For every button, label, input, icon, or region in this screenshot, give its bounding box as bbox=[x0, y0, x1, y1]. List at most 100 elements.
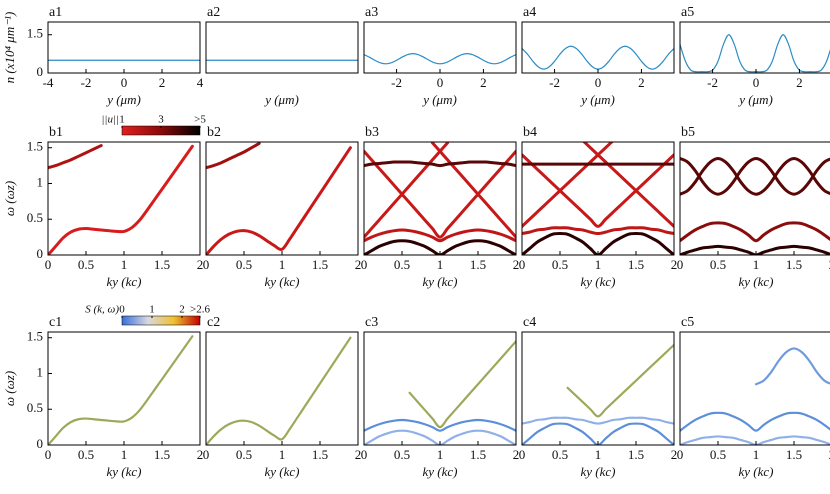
axes-frame bbox=[205, 331, 359, 446]
plot-area bbox=[680, 347, 830, 445]
curve bbox=[566, 343, 674, 418]
x-tick-label: 1.5 bbox=[154, 257, 170, 272]
curve bbox=[522, 226, 674, 236]
curve bbox=[206, 336, 352, 445]
y-axis-label: ω (ωz) bbox=[2, 371, 17, 406]
curve bbox=[522, 416, 674, 425]
colorbar-label: S (k, ω) bbox=[85, 304, 119, 316]
x-tick-label: 1 bbox=[753, 447, 760, 462]
x-tick-label: 1.5 bbox=[628, 447, 644, 462]
curve bbox=[680, 34, 830, 73]
plot-area bbox=[522, 343, 674, 445]
curve bbox=[364, 228, 516, 243]
curve bbox=[364, 160, 516, 168]
y-tick-label: 0.5 bbox=[27, 400, 43, 415]
y-tick-label: 0 bbox=[37, 64, 44, 79]
panel-label: b5 bbox=[681, 125, 695, 140]
x-tick-label: -4 bbox=[43, 75, 54, 90]
curve bbox=[522, 45, 674, 70]
x-tick-label: -2 bbox=[81, 75, 92, 90]
colorbar bbox=[121, 315, 201, 326]
x-axis-label: y (μm) bbox=[263, 92, 299, 107]
x-tick-label: 2 bbox=[197, 447, 204, 462]
x-tick-label: 4 bbox=[197, 75, 204, 90]
plot-area bbox=[364, 53, 516, 65]
x-tick-label: 2 bbox=[197, 257, 204, 272]
panel-label: a2 bbox=[207, 5, 220, 20]
y-tick-label: 0.5 bbox=[27, 210, 43, 225]
y-tick-label: 1.5 bbox=[27, 139, 43, 154]
x-tick-label: 2 bbox=[671, 257, 678, 272]
curve bbox=[364, 429, 516, 445]
x-axis-label: ky (kc) bbox=[423, 464, 458, 479]
x-tick-label: 0.5 bbox=[710, 257, 726, 272]
x-tick-label: 2 bbox=[671, 447, 678, 462]
x-tick-label: 1.5 bbox=[470, 447, 486, 462]
x-tick-label: 0.5 bbox=[78, 257, 94, 272]
x-tick-label: 0 bbox=[45, 257, 52, 272]
x-tick-label: 0.5 bbox=[236, 447, 252, 462]
axes-frame bbox=[679, 21, 830, 74]
x-tick-label: 1 bbox=[121, 257, 128, 272]
x-axis-label: y (μm) bbox=[737, 92, 773, 107]
x-axis-label: ky (kc) bbox=[107, 464, 142, 479]
plot-area bbox=[680, 156, 830, 255]
x-tick-label: 0.5 bbox=[710, 447, 726, 462]
x-tick-label: 1.5 bbox=[312, 447, 328, 462]
x-tick-label: 1 bbox=[595, 257, 602, 272]
plot-area bbox=[48, 335, 194, 445]
panel-label: c2 bbox=[207, 315, 220, 330]
axes-frame bbox=[205, 21, 359, 74]
axes-frame bbox=[47, 331, 201, 446]
curve bbox=[754, 347, 830, 386]
curve bbox=[206, 142, 261, 170]
colorbar-tick-label: 3 bbox=[158, 114, 164, 126]
panel-label: b2 bbox=[207, 125, 221, 140]
axes-frame bbox=[521, 21, 675, 74]
x-tick-label: 1.5 bbox=[786, 257, 802, 272]
axes-frame bbox=[679, 331, 830, 446]
panel-label: b3 bbox=[365, 125, 379, 140]
x-tick-label: 0 bbox=[753, 75, 760, 90]
curve bbox=[680, 411, 830, 432]
curve bbox=[430, 142, 516, 239]
curve bbox=[48, 335, 194, 445]
panel-label: a3 bbox=[365, 5, 378, 20]
curve bbox=[680, 435, 830, 445]
curve bbox=[364, 418, 516, 432]
x-tick-label: 1 bbox=[753, 257, 760, 272]
x-tick-label: 2 bbox=[513, 257, 520, 272]
x-tick-label: 1.5 bbox=[312, 257, 328, 272]
plot-area bbox=[522, 45, 674, 70]
curve bbox=[364, 149, 516, 239]
curve bbox=[680, 156, 830, 196]
plot-area bbox=[522, 142, 674, 255]
curve bbox=[522, 142, 614, 228]
x-tick-label: 2 bbox=[829, 447, 830, 462]
panel-label: c4 bbox=[523, 315, 536, 330]
colorbar-label: ||u|| bbox=[101, 114, 119, 126]
x-tick-label: 0 bbox=[121, 75, 128, 90]
x-tick-label: 1.5 bbox=[154, 447, 170, 462]
y-tick-label: 1.5 bbox=[27, 329, 43, 344]
plot-area bbox=[206, 336, 352, 445]
x-tick-label: -2 bbox=[391, 75, 402, 90]
x-axis-label: ky (kc) bbox=[739, 464, 774, 479]
colorbar-tick-label: 2 bbox=[179, 304, 185, 316]
x-tick-label: 1 bbox=[121, 447, 128, 462]
x-tick-label: 0 bbox=[519, 257, 526, 272]
colorbar-tick-label: 1 bbox=[119, 114, 125, 126]
curve bbox=[582, 142, 674, 228]
panel-label: a1 bbox=[49, 5, 62, 20]
x-tick-label: 0 bbox=[45, 447, 52, 462]
plot-area bbox=[48, 144, 194, 255]
x-tick-label: 1 bbox=[437, 447, 444, 462]
x-tick-label: 0 bbox=[203, 257, 210, 272]
plot-area bbox=[364, 340, 516, 445]
panel-label: c3 bbox=[365, 315, 378, 330]
plot-area bbox=[364, 142, 516, 255]
x-tick-label: 1.5 bbox=[628, 257, 644, 272]
x-axis-label: ky (kc) bbox=[423, 274, 458, 289]
